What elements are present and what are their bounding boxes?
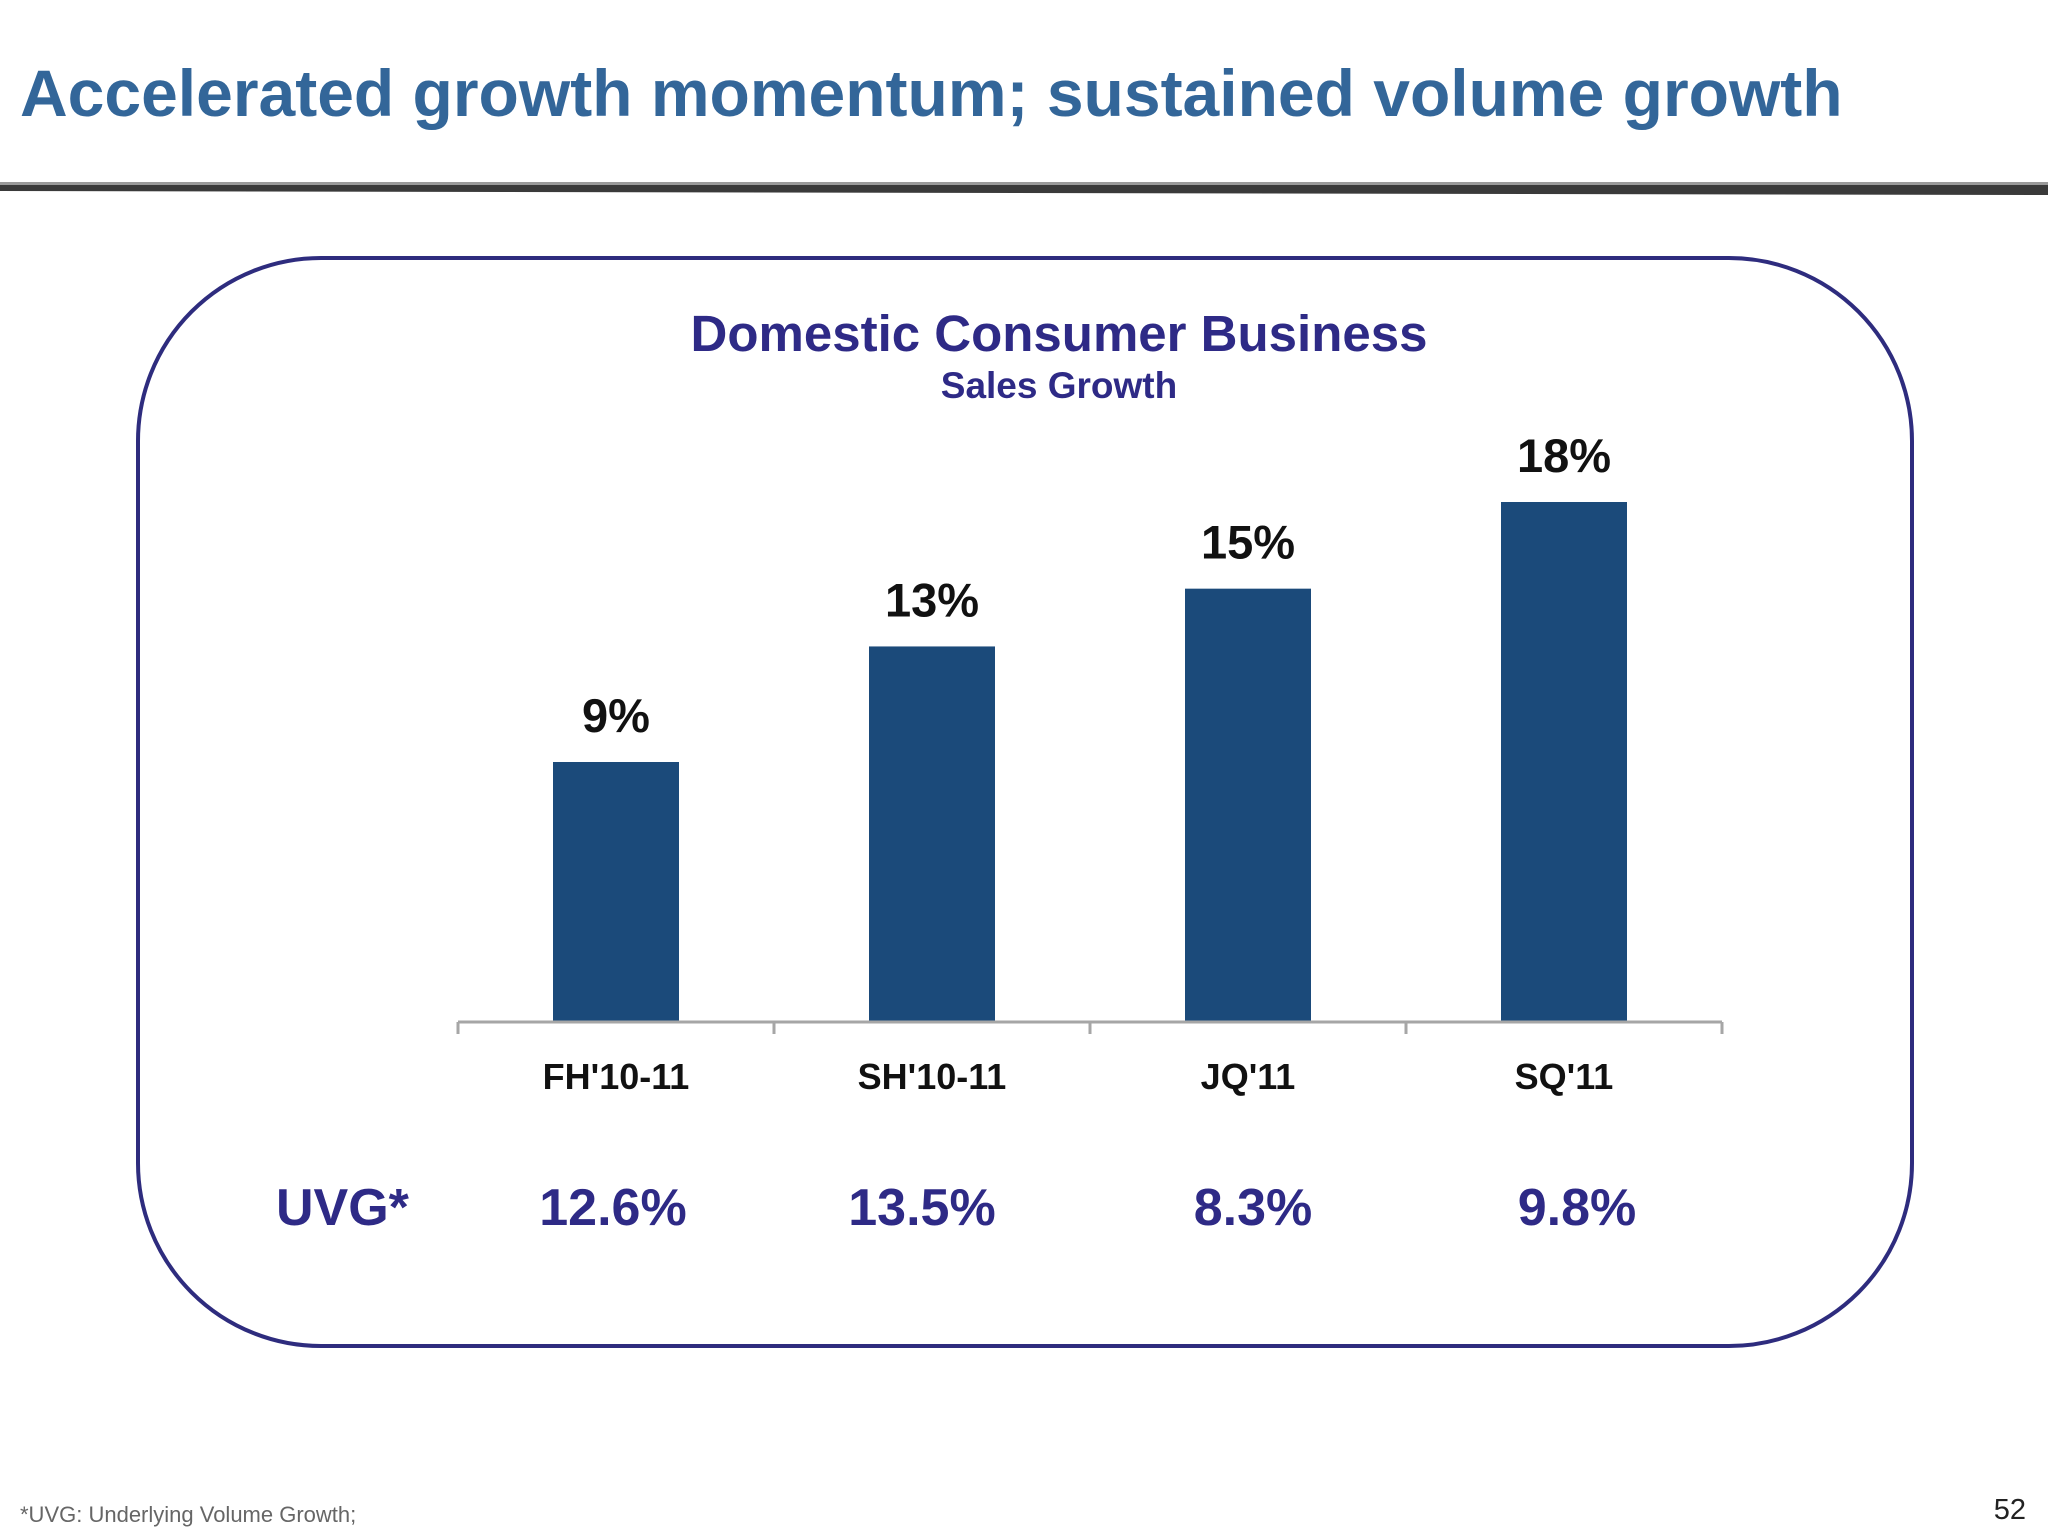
- uvg-value-sq: 9.8%: [1517, 1179, 1637, 1237]
- chart-panel: [136, 256, 1914, 1348]
- data-label-2: 15%: [1201, 516, 1295, 569]
- page-number: 52: [1993, 1494, 2026, 1526]
- uvg-label: UVG*: [276, 1179, 409, 1237]
- data-label-0: 9%: [582, 689, 650, 742]
- chart-subtitle: Sales Growth: [940, 365, 1178, 406]
- data-label-1: 13%: [885, 573, 979, 626]
- bar-2: [1185, 588, 1311, 1022]
- footnote: *UVG: Underlying Volume Growth;: [20, 1502, 357, 1527]
- x-tick-label-2: JQ'11: [1201, 1056, 1296, 1097]
- uvg-value-sh: 13.5%: [848, 1179, 996, 1237]
- x-tick-label-3: SQ'11: [1515, 1056, 1614, 1097]
- chart-title: Domestic Consumer Business: [690, 305, 1428, 362]
- slide-title: Accelerated growth momentum; sustained v…: [20, 56, 1843, 130]
- bar-1: [869, 646, 995, 1022]
- title-divider: [0, 182, 2048, 195]
- x-tick-label-0: FH'10-11: [543, 1056, 690, 1097]
- bar-3: [1501, 502, 1627, 1022]
- x-tick-label-1: SH'10-11: [858, 1056, 1007, 1097]
- uvg-value-fh: 12.6%: [539, 1179, 687, 1237]
- uvg-value-jq: 8.3%: [1193, 1179, 1313, 1237]
- data-label-3: 18%: [1517, 429, 1611, 482]
- bar-0: [553, 762, 679, 1022]
